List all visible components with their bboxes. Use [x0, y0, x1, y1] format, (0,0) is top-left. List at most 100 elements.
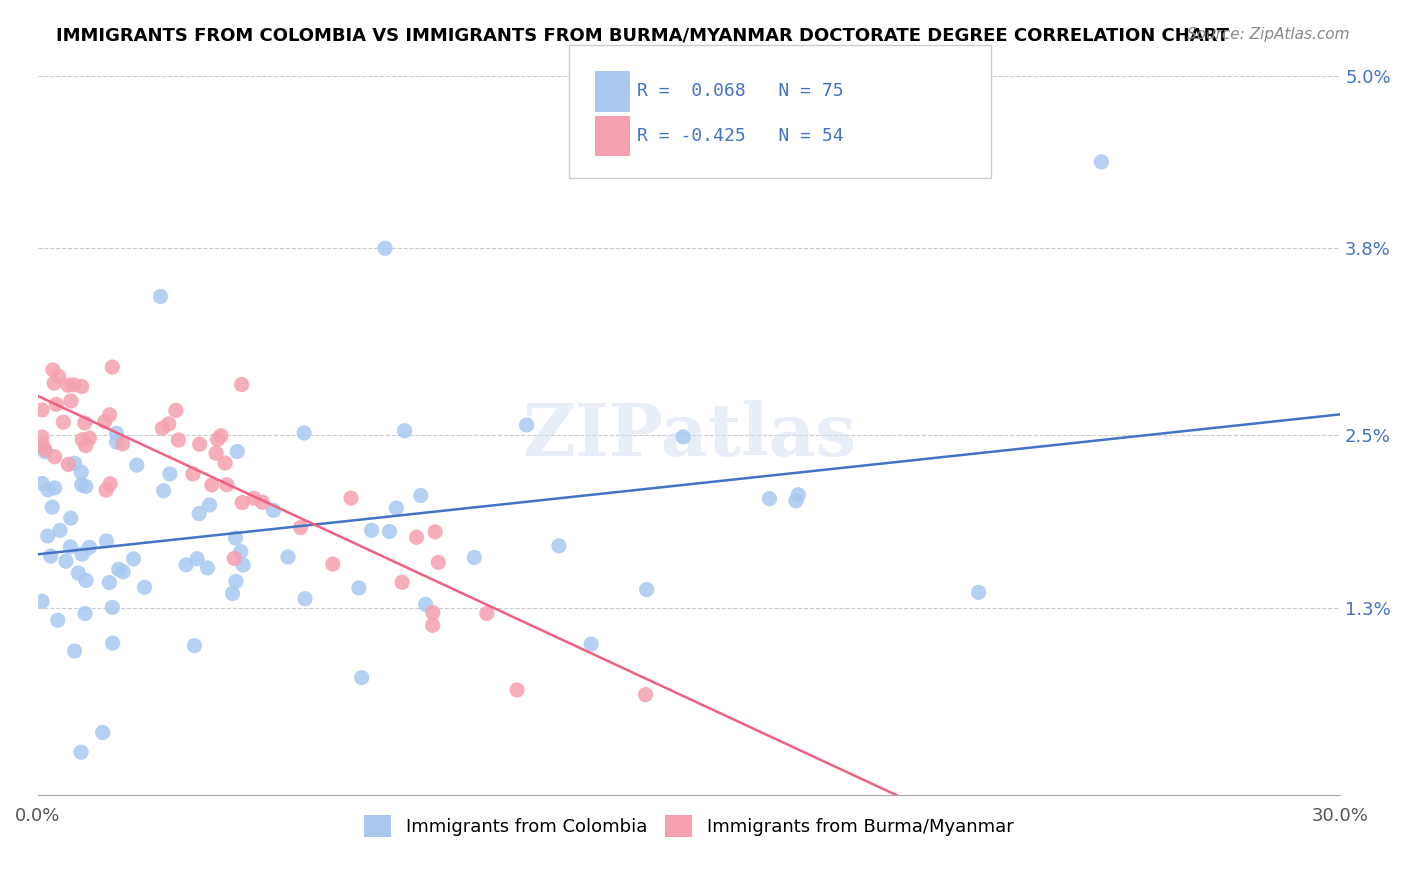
Point — [214, 456, 236, 470]
Point — [98, 476, 121, 491]
Point — [409, 488, 432, 502]
Point — [225, 574, 247, 589]
Point — [56, 378, 79, 392]
Point — [75, 479, 97, 493]
Text: Source: ZipAtlas.com: Source: ZipAtlas.com — [1187, 27, 1350, 42]
Point — [672, 430, 695, 444]
Point — [422, 606, 444, 620]
Point — [58, 458, 80, 472]
Point — [59, 540, 82, 554]
Point — [70, 745, 93, 759]
Point — [59, 511, 82, 525]
Text: R = -0.425   N = 54: R = -0.425 N = 54 — [637, 128, 844, 145]
Point — [37, 483, 59, 497]
Point — [547, 539, 569, 553]
Point — [31, 594, 53, 608]
Point — [52, 415, 75, 429]
Point — [79, 431, 101, 445]
Point — [42, 376, 65, 391]
Point — [79, 541, 101, 555]
Point — [231, 495, 253, 509]
Point — [152, 483, 174, 498]
Point — [252, 495, 274, 509]
Point — [39, 549, 62, 563]
Point — [62, 377, 84, 392]
Point — [215, 477, 238, 491]
Point — [94, 414, 117, 428]
Point — [207, 433, 229, 447]
Point — [98, 575, 121, 590]
Point — [463, 550, 485, 565]
Point — [159, 467, 181, 481]
Point — [107, 562, 129, 576]
Point — [188, 437, 211, 451]
Point — [226, 444, 249, 458]
Point — [394, 424, 416, 438]
Point — [41, 500, 63, 515]
Point — [91, 725, 114, 739]
Point — [157, 417, 180, 431]
Point — [49, 524, 72, 538]
Point — [634, 688, 657, 702]
Point — [427, 555, 450, 569]
Point — [101, 360, 124, 375]
Point — [42, 363, 65, 377]
Point — [422, 618, 444, 632]
Point — [360, 523, 382, 537]
Point — [72, 433, 94, 447]
Point — [221, 586, 243, 600]
Point — [967, 585, 990, 599]
Point — [48, 369, 70, 384]
Point — [31, 430, 53, 444]
Point — [785, 493, 807, 508]
Point — [231, 377, 253, 392]
Point — [209, 428, 232, 442]
Text: R =  0.068   N = 75: R = 0.068 N = 75 — [637, 82, 844, 100]
Point — [292, 425, 315, 440]
Point — [63, 456, 86, 470]
Point — [55, 554, 77, 568]
Point — [263, 503, 285, 517]
Point — [59, 394, 82, 409]
Point — [350, 671, 373, 685]
Point — [134, 580, 156, 594]
Point — [150, 421, 173, 435]
Point — [125, 458, 148, 472]
Point — [224, 531, 246, 545]
Point — [188, 507, 211, 521]
Point — [224, 551, 246, 566]
Point — [174, 558, 197, 572]
Point — [340, 491, 363, 505]
Point — [98, 408, 121, 422]
Point — [67, 566, 90, 580]
Point — [70, 478, 93, 492]
Point — [405, 530, 427, 544]
Point — [70, 547, 93, 561]
Point — [374, 241, 396, 255]
Point — [94, 483, 117, 497]
Point — [31, 476, 53, 491]
Point — [181, 467, 204, 481]
Point — [149, 289, 172, 303]
Point — [75, 574, 97, 588]
Point — [105, 435, 128, 450]
Point — [101, 636, 124, 650]
Point — [44, 450, 66, 464]
Point — [112, 565, 135, 579]
Point — [46, 613, 69, 627]
Point — [197, 561, 219, 575]
Point — [31, 437, 53, 451]
Point — [506, 682, 529, 697]
Legend: Immigrants from Colombia, Immigrants from Burma/Myanmar: Immigrants from Colombia, Immigrants fro… — [357, 807, 1021, 844]
Point — [167, 433, 190, 447]
Point — [378, 524, 401, 539]
Point — [165, 403, 187, 417]
Point — [229, 544, 252, 558]
Point — [516, 417, 538, 432]
Point — [70, 465, 93, 479]
Text: IMMIGRANTS FROM COLOMBIA VS IMMIGRANTS FROM BURMA/MYANMAR DOCTORATE DEGREE CORRE: IMMIGRANTS FROM COLOMBIA VS IMMIGRANTS F… — [56, 27, 1229, 45]
Point — [111, 437, 134, 451]
Point — [415, 598, 437, 612]
Point — [73, 416, 96, 430]
Point — [73, 607, 96, 621]
